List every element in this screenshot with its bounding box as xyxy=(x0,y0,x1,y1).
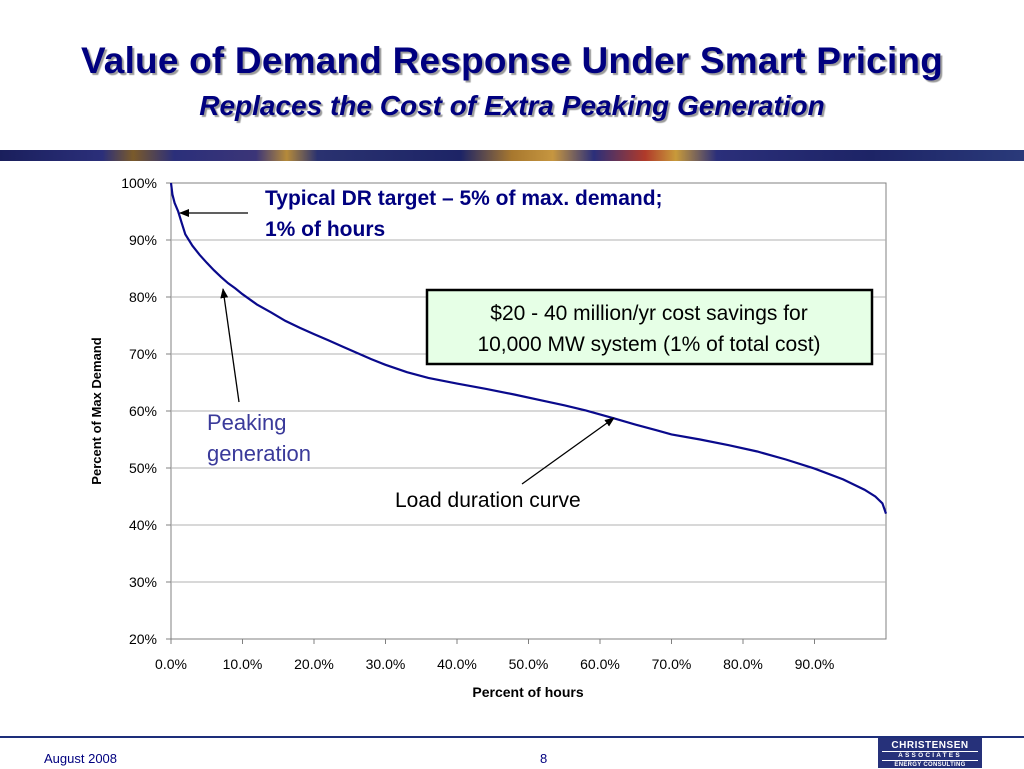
y-tick-label: 50% xyxy=(129,460,157,476)
x-tick-label: 30.0% xyxy=(366,656,406,672)
x-tick-label: 0.0% xyxy=(155,656,187,672)
load-duration-curve-line xyxy=(169,182,888,514)
load-curve-arrow xyxy=(521,417,615,485)
y-tick-labels: 20% 30% 40% 50% 60% 70% 80% 90% 100% xyxy=(121,175,157,647)
savings-text-line1: $20 - 40 million/yr cost savings for xyxy=(490,302,807,325)
page-number: 8 xyxy=(540,751,548,766)
slide-title: Value of Demand Response Under Smart Pri… xyxy=(80,40,944,81)
y-tick-label: 100% xyxy=(121,175,157,191)
logo-line2: ASSOCIATES xyxy=(882,751,978,761)
x-tick-label: 70.0% xyxy=(652,656,692,672)
x-tick-label: 50.0% xyxy=(509,656,549,672)
y-tick-label: 20% xyxy=(129,631,157,647)
company-logo: CHRISTENSEN ASSOCIATES ENERGY CONSULTING xyxy=(878,738,982,768)
x-tick-label: 40.0% xyxy=(437,656,477,672)
x-axis-label: Percent of hours xyxy=(472,684,583,700)
y-tick-label: 60% xyxy=(129,403,157,419)
logo-line3: ENERGY CONSULTING xyxy=(894,762,966,768)
decorative-banner xyxy=(0,150,1024,161)
dr-target-annotation-line2: 1% of hours xyxy=(265,218,385,241)
peaking-label-line2: generation xyxy=(207,441,311,466)
savings-text-line2: 10,000 MW system (1% of total cost) xyxy=(477,333,820,356)
dr-target-annotation-line1: Typical DR target – 5% of max. demand; xyxy=(265,187,663,210)
slide-subtitle: Replaces the Cost of Extra Peaking Gener… xyxy=(199,90,825,121)
x-tick-label: 20.0% xyxy=(294,656,334,672)
y-tick-label: 40% xyxy=(129,517,157,533)
y-tick-label: 30% xyxy=(129,574,157,590)
load-curve-label: Load duration curve xyxy=(395,489,581,512)
footer-date: August 2008 xyxy=(44,751,118,766)
x-tick-label: 80.0% xyxy=(723,656,763,672)
logo-line1: CHRISTENSEN xyxy=(891,740,969,751)
x-tick-label: 10.0% xyxy=(223,656,263,672)
x-tick-label: 60.0% xyxy=(580,656,620,672)
y-tick-label: 80% xyxy=(129,289,157,305)
peaking-arrow xyxy=(220,288,240,403)
x-tick-label: 90.0% xyxy=(795,656,835,672)
axis-ticks xyxy=(166,182,815,644)
y-tick-label: 90% xyxy=(129,232,157,248)
savings-box xyxy=(425,288,874,366)
y-tick-label: 70% xyxy=(129,346,157,362)
x-tick-labels: 0.0% 10.0% 20.0% 30.0% 40.0% 50.0% 60.0% 70.0% 8… xyxy=(155,656,834,672)
footer-divider xyxy=(0,736,1024,738)
peaking-label-line1: Peaking xyxy=(207,410,287,435)
y-axis-label: Percent of Max Demand xyxy=(89,337,104,484)
